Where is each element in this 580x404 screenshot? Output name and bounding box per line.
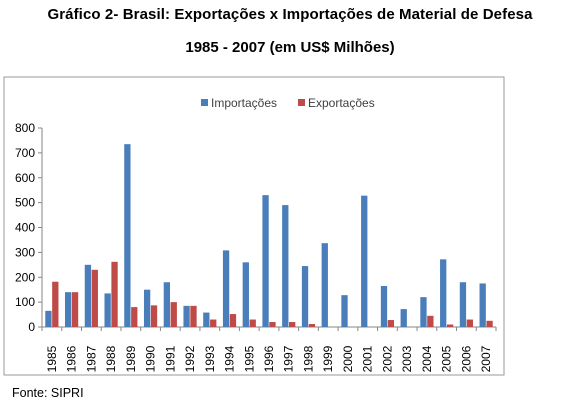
chart-subtitle: 1985 - 2007 (em US$ Milhões)	[185, 39, 395, 56]
y-tick-label: 100	[15, 295, 35, 309]
bar-exportacoes-1986	[71, 292, 79, 327]
bar-importacoes-1997	[282, 205, 289, 327]
bar-exportacoes-1987	[91, 269, 98, 327]
y-tick-label: 700	[15, 146, 35, 160]
y-tick-label: 0	[28, 320, 35, 334]
bars	[45, 144, 493, 327]
bar-importacoes-1995	[242, 262, 249, 327]
bar-importacoes-1996	[262, 195, 269, 327]
x-tick-label: 2004	[420, 345, 434, 372]
bar-importacoes-1993	[203, 312, 210, 327]
legend-swatch-importacoes	[201, 99, 208, 106]
x-tick-label: 2001	[361, 345, 375, 372]
bar-importacoes-1989	[124, 144, 131, 327]
x-tick-label: 1990	[144, 345, 158, 372]
bar-exportacoes-2006	[466, 319, 473, 327]
bar-importacoes-2000	[341, 295, 348, 327]
bar-importacoes-1991	[163, 282, 171, 327]
x-tick-label: 2005	[440, 345, 454, 372]
x-tick-label: 1993	[203, 345, 217, 372]
chart-frame	[3, 76, 505, 376]
bar-importacoes-2003	[400, 309, 407, 327]
source-note: Fonte: SIPRI	[12, 386, 84, 400]
x-axis: 1985 1986 1987 1988 1989 1990 1991 1992 1993 1994…	[41, 326, 497, 372]
bar-importacoes-2001	[361, 195, 368, 327]
bar-importacoes-2006	[459, 282, 467, 327]
bar-importacoes-2002	[380, 285, 388, 327]
bar-exportacoes-1992	[190, 305, 197, 327]
y-tick-label: 500	[15, 196, 35, 210]
bar-importacoes-1998	[301, 266, 309, 327]
x-tick-label: 2000	[341, 345, 355, 372]
x-tick-label: 1998	[301, 345, 315, 372]
bar-exportacoes-1995	[249, 319, 256, 327]
bar-importacoes-1985	[45, 310, 52, 327]
x-tick-label: 2003	[400, 345, 414, 372]
bar-exportacoes-1994	[229, 314, 237, 327]
bar-importacoes-1987	[84, 264, 92, 327]
y-axis: 0 100 200 300 400 500 600 700 800	[15, 121, 43, 334]
x-tick-label: 1991	[163, 345, 177, 372]
x-tick-label: 1997	[282, 345, 296, 372]
bar-exportacoes-1997	[289, 322, 296, 327]
x-tick-label: 1985	[45, 345, 59, 372]
x-tick-label: 1992	[183, 345, 197, 372]
bar-exportacoes-1989	[131, 307, 138, 327]
x-tick-label: 1989	[124, 345, 138, 372]
x-tick-label: 1995	[242, 345, 256, 372]
bar-exportacoes-2005	[446, 324, 454, 327]
bar-exportacoes-2002	[387, 320, 395, 327]
bar-exportacoes-2004	[427, 315, 434, 327]
y-tick-label: 400	[15, 221, 35, 235]
y-tick-label: 300	[15, 245, 35, 259]
bar-importacoes-1994	[222, 250, 230, 327]
bar-exportacoes-1998	[308, 324, 316, 327]
y-tick-label: 600	[15, 171, 35, 185]
legend-swatch-exportacoes	[298, 99, 305, 106]
legend-label-importacoes: Importações	[211, 96, 277, 110]
x-tick-label: 2002	[380, 345, 394, 372]
bar-importacoes-1988	[104, 293, 111, 327]
bar-importacoes-1999	[321, 243, 328, 327]
x-tick-label: 1999	[321, 345, 335, 372]
x-tick-label: 1988	[104, 345, 118, 372]
bar-exportacoes-1996	[269, 322, 276, 327]
bar-exportacoes-1993	[210, 319, 217, 327]
bar-exportacoes-1985	[52, 281, 59, 327]
bar-importacoes-2004	[420, 297, 427, 327]
bar-importacoes-1986	[65, 292, 72, 327]
bar-exportacoes-1988	[111, 261, 118, 327]
x-tick-label: 2007	[479, 345, 493, 372]
bar-exportacoes-1991	[170, 302, 177, 327]
bar-exportacoes-2007	[486, 320, 493, 327]
bar-importacoes-1992	[183, 305, 190, 327]
bar-importacoes-2007	[479, 283, 486, 327]
bar-exportacoes-1990	[150, 305, 158, 327]
legend: Importações Exportações	[201, 96, 375, 110]
x-tick-label: 1986	[65, 345, 79, 372]
legend-label-exportacoes: Exportações	[308, 96, 375, 110]
x-tick-label: 1996	[262, 345, 276, 372]
bar-importacoes-2005	[440, 259, 447, 327]
x-tick-label: 1987	[84, 345, 98, 372]
x-tick-label: 1994	[223, 345, 237, 372]
bar-importacoes-1990	[143, 289, 151, 327]
x-tick-label: 2006	[459, 345, 473, 372]
y-tick-label: 800	[15, 121, 35, 135]
chart-title: Gráfico 2- Brasil: Exportações x Importa…	[47, 6, 533, 23]
y-tick-label: 200	[15, 270, 35, 284]
